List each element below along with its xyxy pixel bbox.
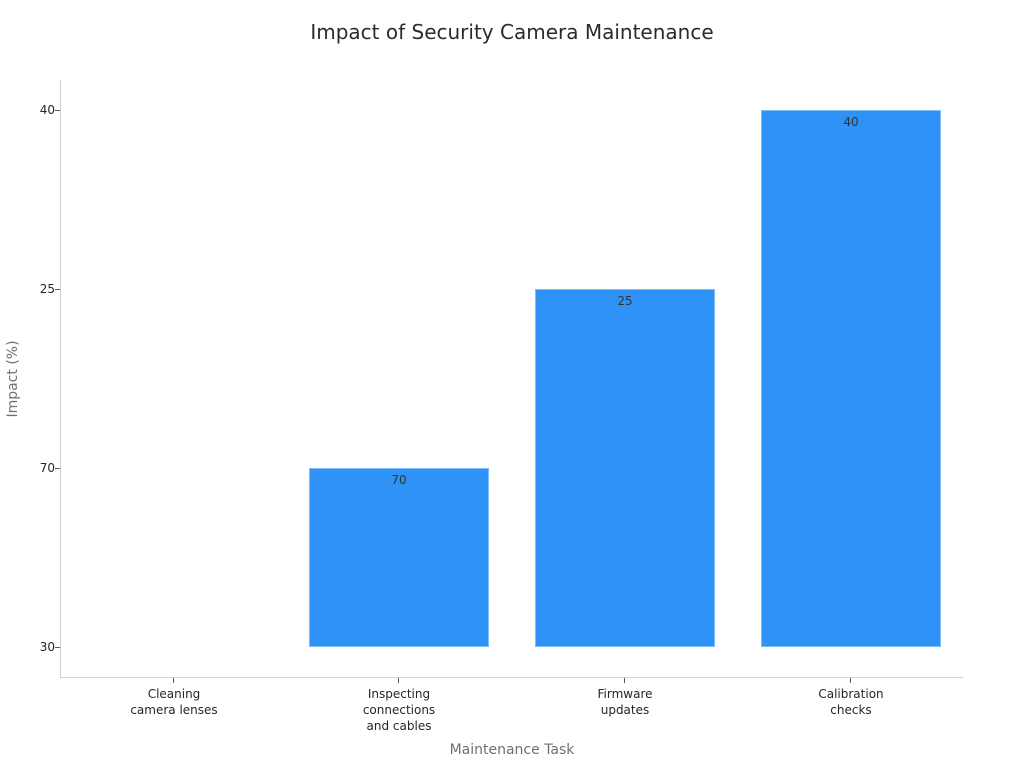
y-tick-label: 40	[39, 103, 55, 117]
y-tick-label: 25	[39, 282, 55, 296]
x-tick-label: Cleaning camera lenses	[130, 687, 218, 717]
x-tick-label: Calibration checks	[818, 687, 884, 717]
y-tick-mark	[55, 289, 60, 290]
bar-value-label: 40	[843, 115, 859, 129]
y-tick: 25	[0, 282, 60, 303]
bar: 40	[761, 110, 941, 647]
bar: 25	[535, 289, 715, 647]
bar-value-label: 25	[617, 294, 633, 308]
y-tick: 30	[0, 640, 60, 661]
y-tick: 70	[0, 461, 60, 482]
x-axis-line	[60, 677, 963, 678]
y-tick-label: 30	[39, 640, 55, 654]
bar: 70	[309, 468, 489, 647]
x-tick-mark	[398, 678, 399, 683]
chart-title: Impact of Security Camera Maintenance	[310, 20, 714, 44]
y-axis-line	[60, 80, 61, 677]
x-tick-mark	[173, 678, 174, 683]
y-axis-label: Impact (%)	[5, 340, 21, 418]
x-tick-label: Firmware updates	[597, 687, 653, 717]
y-tick-mark	[55, 110, 60, 111]
y-tick-mark	[55, 647, 60, 648]
x-axis-label: Maintenance Task	[449, 742, 575, 758]
x-tick-mark	[624, 678, 625, 683]
x-tick-label: Inspecting connections and cables	[362, 687, 436, 733]
y-tick-mark	[55, 468, 60, 469]
x-tick-mark	[850, 678, 851, 683]
bar-value-label: 70	[391, 473, 407, 487]
y-tick-label: 70	[39, 461, 55, 475]
y-tick: 40	[0, 103, 60, 124]
